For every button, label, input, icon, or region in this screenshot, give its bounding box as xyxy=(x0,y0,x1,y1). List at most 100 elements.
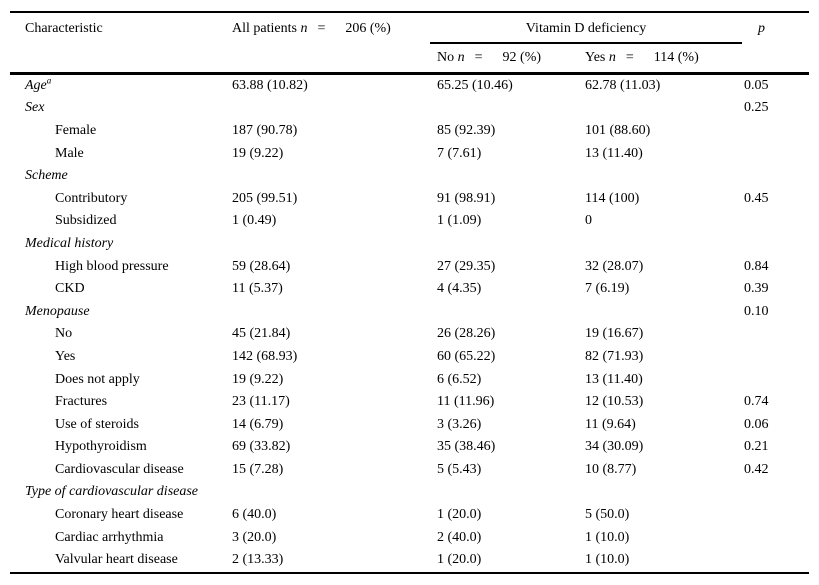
all-patients-cell: 23 (11.17) xyxy=(232,394,290,410)
p-value-cell: 0.39 xyxy=(744,281,769,297)
table-row: Does not apply 19 (9.22) 6 (6.52) 13 (11… xyxy=(10,368,809,391)
yes-deficiency-cell: 34 (30.09) xyxy=(585,439,644,455)
p-value-cell xyxy=(742,368,809,391)
p-value-cell: 0.84 xyxy=(744,258,769,274)
table-row: High blood pressure 59 (28.64) 27 (29.35… xyxy=(10,255,809,278)
all-patients-cell: 63.88 (10.82) xyxy=(232,77,308,93)
characteristic-cell: Cardiovascular disease xyxy=(10,459,230,482)
yes-deficiency-cell: 10 (8.77) xyxy=(585,461,637,477)
characteristic-cell: High blood pressure xyxy=(10,255,230,278)
no-deficiency-cell: 60 (65.22) xyxy=(437,348,496,364)
characteristic-label: Hypothyroidism xyxy=(55,439,147,455)
characteristic-label: Scheme xyxy=(25,168,68,184)
p-value-cell: 0.10 xyxy=(744,303,769,319)
all-patients-cell xyxy=(230,97,430,120)
characteristic-label: No xyxy=(55,326,73,342)
no-label: No xyxy=(437,49,455,65)
all-patients-cell xyxy=(230,233,430,256)
characteristics-table: Characteristic All patients n = 206 (%) Vi… xyxy=(10,11,810,574)
characteristic-label: Female xyxy=(55,122,97,138)
characteristic-label: Use of steroids xyxy=(55,416,139,432)
characteristic-label: Cardiac arrhythmia xyxy=(55,529,164,545)
footnote-marker: a xyxy=(46,75,52,86)
characteristic-cell: Type of cardiovascular disease xyxy=(10,481,230,504)
no-deficiency-cell: 4 (4.35) xyxy=(437,281,482,297)
p-value-cell: 0.25 xyxy=(744,100,769,116)
no-deficiency-cell: 5 (5.43) xyxy=(437,461,482,477)
table-row: Agea 63.88 (10.82) 65.25 (10.46) 62.78 (… xyxy=(10,73,809,97)
characteristic-cell: Male xyxy=(10,142,230,165)
characteristic-label: Menopause xyxy=(25,303,90,319)
characteristic-cell: CKD xyxy=(10,278,230,301)
yes-deficiency-cell xyxy=(578,165,742,188)
characteristic-cell: Cardiac arrhythmia xyxy=(10,526,230,549)
all-patients-cell: 187 (90.78) xyxy=(232,122,298,138)
yes-deficiency-cell: 32 (28.07) xyxy=(585,258,644,274)
all-patients-cell: 15 (7.28) xyxy=(232,461,284,477)
p-symbol: p xyxy=(758,21,766,36)
table-row: Cardiovascular disease 15 (7.28) 5 (5.43… xyxy=(10,459,809,482)
yes-deficiency-cell: 0 xyxy=(585,213,592,229)
characteristic-cell: Does not apply xyxy=(10,368,230,391)
col-header-all-patients: All patients n = 206 (%) xyxy=(230,12,430,75)
p-value-cell xyxy=(742,210,809,233)
table-row: Contributory 205 (99.51) 91 (98.91) 114 … xyxy=(10,187,809,210)
yes-deficiency-cell: 7 (6.19) xyxy=(585,281,630,297)
equals-sign: = xyxy=(625,49,634,65)
characteristic-cell: Use of steroids xyxy=(10,413,230,436)
header-row-top: Characteristic All patients n = 206 (%) Vi… xyxy=(10,12,810,75)
header-row-sub: No n = 92 (%) Yes n = 114 (%) xyxy=(10,43,809,75)
characteristic-cell: Subsidized xyxy=(10,210,230,233)
yes-n-value: 114 (%) xyxy=(653,49,699,65)
yes-deficiency-cell: 114 (100) xyxy=(585,190,640,206)
table-row: Female 187 (90.78) 85 (92.39) 101 (88.60… xyxy=(10,120,809,143)
all-patients-cell: 3 (20.0) xyxy=(232,529,277,545)
all-patients-cell xyxy=(230,300,430,323)
all-patients-label: All patients xyxy=(232,21,297,36)
table-body: Agea 63.88 (10.82) 65.25 (10.46) 62.78 (… xyxy=(10,73,810,574)
no-deficiency-cell xyxy=(430,233,578,256)
yes-deficiency-cell xyxy=(578,97,742,120)
characteristic-label: CKD xyxy=(55,281,85,297)
characteristic-cell: Valvular heart disease xyxy=(10,548,230,574)
table-row: Cardiac arrhythmia 3 (20.0) 2 (40.0) 1 (… xyxy=(10,526,809,549)
characteristic-cell: Contributory xyxy=(10,187,230,210)
all-patients-cell: 142 (68.93) xyxy=(232,348,298,364)
p-value-cell xyxy=(742,142,809,165)
no-deficiency-cell xyxy=(430,165,578,188)
characteristic-label: Does not apply xyxy=(55,371,140,387)
table-row: Male 19 (9.22) 7 (7.61) 13 (11.40) xyxy=(10,142,809,165)
table-row: CKD 11 (5.37) 4 (4.35) 7 (6.19) 0.39 xyxy=(10,278,809,301)
all-patients-cell: 11 (5.37) xyxy=(232,281,283,297)
p-value-cell xyxy=(742,233,809,256)
p-value-cell: 0.45 xyxy=(744,190,769,206)
characteristic-label: Cardiovascular disease xyxy=(55,461,184,477)
yes-deficiency-cell: 5 (50.0) xyxy=(585,507,630,523)
all-patients-cell: 59 (28.64) xyxy=(232,258,291,274)
p-value-cell xyxy=(742,165,809,188)
table-row: Yes 142 (68.93) 60 (65.22) 82 (71.93) xyxy=(10,346,809,369)
no-deficiency-cell: 1 (20.0) xyxy=(430,548,578,574)
no-deficiency-cell: 2 (40.0) xyxy=(437,529,482,545)
p-value-cell xyxy=(742,120,809,143)
characteristic-cell: Hypothyroidism xyxy=(10,436,230,459)
yes-deficiency-cell: 1 (10.0) xyxy=(578,548,743,574)
table-row: Hypothyroidism 69 (33.82) 35 (38.46) 34 … xyxy=(10,436,809,459)
characteristic-label: Coronary heart disease xyxy=(55,507,184,523)
table-row: Coronary heart disease 6 (40.0) 1 (20.0)… xyxy=(10,504,809,527)
characteristic-label: Subsidized xyxy=(55,213,117,229)
p-value-cell xyxy=(742,323,809,346)
table-row: Sex 0.25 xyxy=(10,97,809,120)
p-value-cell xyxy=(742,346,809,369)
all-patients-cell: 1 (0.49) xyxy=(232,213,277,229)
no-deficiency-cell: 35 (38.46) xyxy=(437,439,496,455)
table-row: Menopause 0.10 xyxy=(10,300,809,323)
characteristic-cell: Medical history xyxy=(10,233,230,256)
yes-deficiency-cell: 82 (71.93) xyxy=(585,348,644,364)
yes-deficiency-cell: 19 (16.67) xyxy=(585,326,644,342)
characteristic-label: Type of cardiovascular disease xyxy=(25,484,199,500)
col-header-yes-deficiency: Yes n = 114 (%) xyxy=(578,43,743,75)
characteristic-label: High blood pressure xyxy=(55,258,169,274)
n-symbol: n xyxy=(608,49,616,65)
table-row: No 45 (21.84) 26 (28.26) 19 (16.67) xyxy=(10,323,809,346)
